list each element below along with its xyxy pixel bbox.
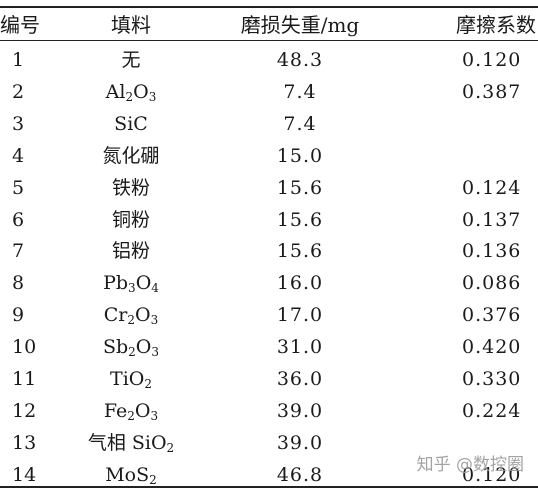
row-friction: 0.387: [462, 80, 522, 103]
row-id: 4: [12, 144, 25, 167]
row-friction: [400, 108, 538, 140]
table-row: 10 Sb2O3 31.0 0.420: [0, 331, 538, 363]
row-id: 1: [12, 49, 25, 71]
row-id: 6: [12, 208, 25, 231]
row-id: 7: [12, 240, 25, 263]
header-wear-loss: 磨损失重/mg: [240, 13, 360, 37]
header-id: 编号: [0, 13, 40, 37]
row-id: 8: [12, 272, 25, 295]
row-wear-loss: 15.6: [276, 208, 324, 231]
table-row: 14 MoS2 46.8 0.120: [0, 459, 538, 491]
row-friction: 0.137: [462, 208, 522, 231]
table-row: 9 Cr2O3 17.0 0.376: [0, 299, 538, 331]
row-id: 14: [12, 463, 37, 486]
row-filler: SiC: [114, 112, 148, 135]
table-top-rule: [0, 6, 538, 8]
row-id: 2: [12, 80, 25, 103]
row-id: 3: [12, 112, 25, 135]
table-header-rule: [0, 40, 538, 41]
row-wear-loss: 36.0: [276, 368, 324, 390]
table-row: 7 铝粉 15.6 0.136: [0, 235, 538, 267]
row-filler: Al2O3: [105, 80, 157, 104]
row-filler: 铁粉: [111, 176, 150, 199]
row-friction: 0.376: [462, 304, 522, 327]
row-filler: Sb2O3: [102, 336, 160, 360]
header-filler: 填料: [111, 13, 151, 37]
row-wear-loss: 46.8: [276, 463, 324, 486]
row-filler: 气相 SiO2: [87, 431, 175, 455]
row-wear-loss: 39.0: [276, 399, 324, 422]
row-wear-loss: 7.4: [283, 80, 317, 103]
row-filler: 铝粉: [111, 240, 150, 263]
row-filler: Cr2O3: [103, 304, 159, 328]
row-wear-loss: 39.0: [276, 431, 324, 454]
row-filler: 氮化硼: [102, 144, 160, 167]
table-header: 编号 填料 磨损失重/mg 摩擦系数: [0, 9, 538, 41]
row-friction: 0.086: [462, 272, 522, 295]
row-filler: 铜粉: [111, 208, 150, 231]
row-friction: 0.124: [462, 176, 522, 199]
row-friction: 0.120: [462, 49, 522, 71]
table-row: 8 Pb3O4 16.0 0.086: [0, 267, 538, 299]
row-wear-loss: 15.6: [276, 176, 324, 199]
row-filler: 无: [121, 49, 141, 71]
row-friction: 0.136: [462, 240, 522, 263]
row-filler: Fe2O3: [103, 399, 159, 423]
table-row: 1 无 48.3 0.120: [0, 44, 538, 76]
table-row: 11 TiO2 36.0 0.330: [0, 363, 538, 395]
row-friction: 0.420: [462, 336, 522, 359]
row-wear-loss: 31.0: [276, 336, 324, 359]
table-row: 12 Fe2O3 39.0 0.224: [0, 395, 538, 427]
table-row: 13 气相 SiO2 39.0: [0, 427, 538, 459]
table-row: 2 Al2O3 7.4 0.387: [0, 76, 538, 108]
row-friction: 0.224: [462, 399, 522, 422]
row-id: 11: [12, 368, 37, 390]
row-friction: 0.120: [462, 463, 522, 486]
row-id: 9: [12, 304, 25, 327]
table-bottom-rule: [0, 486, 538, 488]
table-row: 4 氮化硼 15.0: [0, 140, 538, 172]
row-filler: TiO2: [110, 368, 152, 391]
row-filler: Pb3O4: [103, 272, 159, 296]
row-wear-loss: 15.0: [276, 144, 324, 167]
table-row: 6 铜粉 15.6 0.137: [0, 204, 538, 236]
header-friction: 摩擦系数: [456, 13, 536, 37]
row-friction: 0.330: [462, 368, 522, 390]
row-wear-loss: 15.6: [276, 240, 324, 263]
row-wear-loss: 16.0: [276, 272, 324, 295]
watermark: 知乎 @数控圈: [416, 455, 524, 475]
row-friction: [400, 140, 538, 172]
row-id: 10: [12, 336, 37, 359]
row-wear-loss: 17.0: [276, 304, 324, 327]
table-row: 5 铁粉 15.6 0.124: [0, 172, 538, 204]
row-wear-loss: 7.4: [283, 112, 317, 135]
table-row: 3 SiC 7.4: [0, 108, 538, 140]
row-id: 13: [12, 431, 37, 454]
row-id: 5: [12, 176, 25, 199]
row-wear-loss: 48.3: [276, 49, 324, 71]
row-id: 12: [12, 399, 37, 422]
row-filler: MoS2: [105, 463, 157, 487]
